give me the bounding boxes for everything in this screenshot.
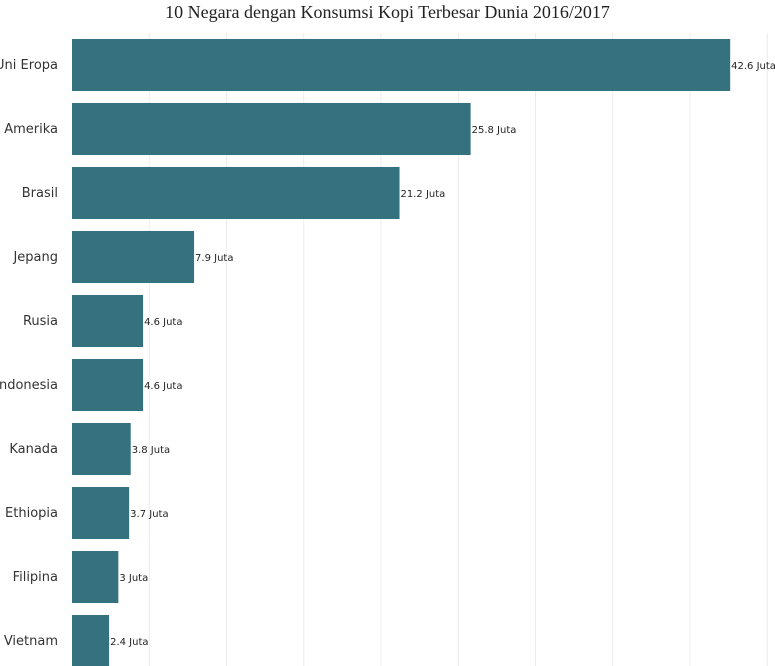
grid-lines	[148, 33, 768, 666]
category-label: Amerika	[4, 122, 58, 137]
category-label: Kanada	[9, 442, 58, 457]
category-label: Ethiopia	[5, 506, 58, 521]
category-label: Jepang	[12, 250, 58, 265]
chart-title: 10 Negara dengan Konsumsi Kopi Terbesar …	[165, 2, 610, 22]
value-label: 25.8 Juta	[472, 125, 517, 136]
bar	[72, 39, 731, 91]
value-label: 21.2 Juta	[401, 189, 446, 200]
labels: Uni Eropa 42.6 Juta Amerika 25.8 Juta Brasil…	[0, 58, 775, 649]
category-label: Vietnam	[4, 634, 58, 649]
value-label: 3 Juta	[119, 573, 148, 584]
value-label: 3.7 Juta	[130, 509, 168, 520]
value-label: 42.6 Juta	[731, 61, 775, 72]
category-label: Uni Eropa	[0, 58, 58, 73]
bar	[72, 295, 144, 347]
bar	[72, 423, 131, 475]
bar	[72, 615, 110, 666]
value-label: 4.6 Juta	[144, 381, 182, 392]
value-label: 2.4 Juta	[110, 637, 148, 648]
bars	[72, 39, 731, 666]
category-label: Brasil	[22, 186, 58, 201]
bar	[72, 231, 195, 283]
category-label: Filipina	[13, 570, 58, 585]
bar	[72, 359, 144, 411]
value-label: 7.9 Juta	[195, 253, 233, 264]
bar	[72, 167, 400, 219]
category-label: Indonesia	[0, 378, 58, 393]
bar	[72, 103, 471, 155]
bar	[72, 551, 119, 603]
value-label: 3.8 Juta	[132, 445, 170, 456]
bar	[72, 487, 130, 539]
category-label: Rusia	[23, 314, 58, 329]
value-label: 4.6 Juta	[144, 317, 182, 328]
